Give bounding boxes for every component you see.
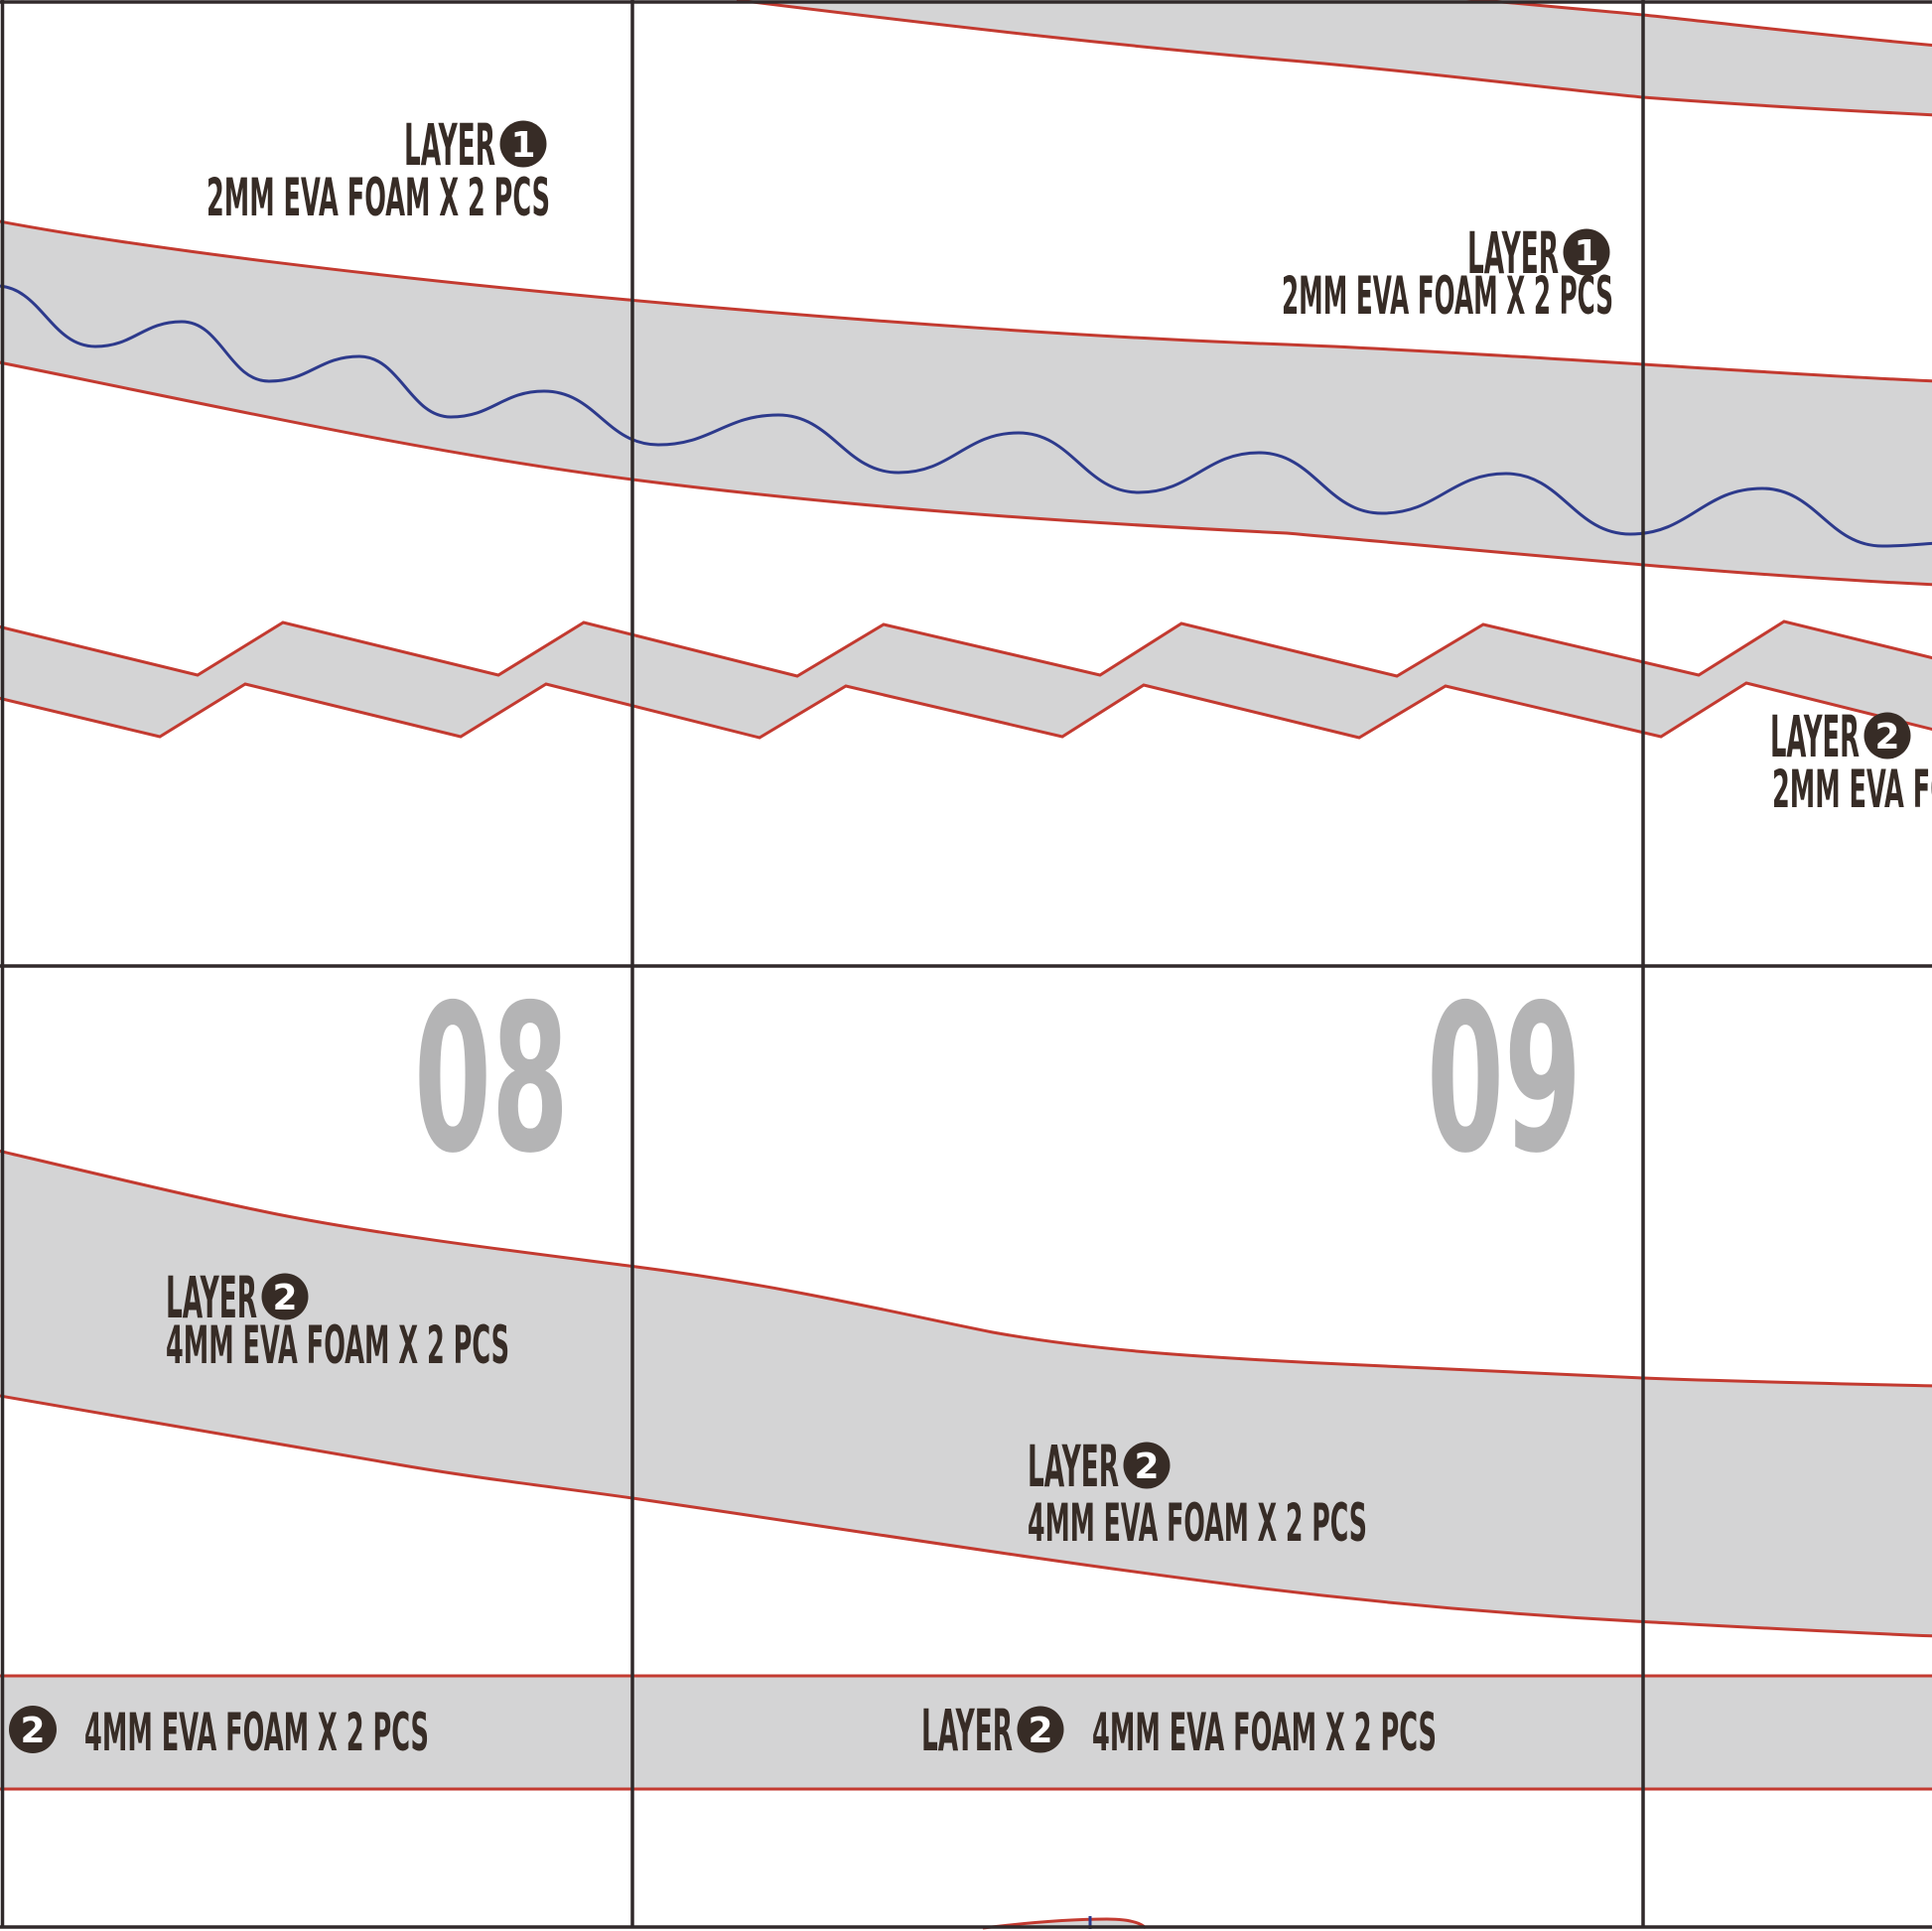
layer-number: 2	[272, 1278, 297, 1318]
layer-number: 1	[1574, 233, 1598, 274]
layer-number-badge	[261, 1273, 309, 1320]
cut-line	[1465, 0, 1932, 47]
layer-number-badge	[1563, 228, 1610, 276]
cut-line	[0, 681, 1932, 740]
layer-number: 2	[1874, 717, 1899, 758]
cut-line	[982, 1917, 1148, 1930]
foam-strip-layer2	[0, 1674, 1932, 1791]
label-title: LAYER	[1770, 703, 1860, 770]
label-title: LAYER	[166, 1264, 257, 1331]
layer-number-badge	[9, 1706, 57, 1753]
layer-number: 2	[20, 1711, 45, 1751]
layer-number: 1	[510, 125, 535, 166]
label-spec: 4MM EVA FOAM X 2 PCS	[166, 1315, 509, 1376]
label-layer2-page09: LAYER 2 4MM EVA FOAM X 2 PCS	[1028, 1433, 1367, 1554]
layer-number: 2	[1134, 1447, 1159, 1487]
label-title: LAYER	[1028, 1433, 1119, 1500]
cut-line	[0, 219, 1932, 383]
foam-band-top-right	[736, 0, 1932, 117]
foam-band-zigzag	[0, 620, 1932, 740]
page-number-09: 09	[1427, 962, 1582, 1198]
cut-line	[736, 0, 1932, 117]
layer-number: 2	[1028, 1711, 1052, 1751]
wavy-seam-line	[0, 284, 1932, 548]
layer-number-badge	[499, 120, 547, 168]
foam-band-layer2-fill	[0, 1151, 1932, 1636]
label-title: LAYER	[921, 1697, 1013, 1764]
label-layer1-page08: LAYER 1 2MM EVA FOAM X 2 PCS	[207, 111, 550, 228]
label-strip-center: LAYER 2 4MM EVA FOAM X 2 PCS	[921, 1697, 1437, 1764]
layer-number-badge	[1863, 712, 1911, 759]
foam-strip-fill	[0, 1676, 1932, 1789]
cut-line	[0, 1394, 1932, 1638]
label-title: LAYER	[404, 111, 495, 179]
label-strip-left: 2 4MM EVA FOAM X 2 PCS	[9, 1703, 429, 1763]
label-layer2-right-edge: LAYER 2 2MM EVA FOAM X 2 PCS	[1770, 703, 1932, 820]
foam-band-zigzag-fill	[0, 621, 1932, 738]
label-spec: 2MM EVA FOAM X 2 PCS	[1282, 266, 1613, 327]
label-spec: 2MM EVA FOAM X 2 PCS	[207, 168, 550, 228]
cut-line	[0, 360, 1932, 587]
layer-number-badge	[1017, 1706, 1064, 1753]
layer-number-badge	[1123, 1442, 1171, 1489]
foam-band-top-right-fill	[737, 0, 1932, 115]
label-title: LAYER	[1467, 219, 1559, 287]
foam-band-layer1-fill	[0, 221, 1932, 585]
label-spec: 4MM EVA FOAM X 2 PCS	[84, 1703, 429, 1763]
label-spec: 4MM EVA FOAM X 2 PCS	[1028, 1493, 1367, 1554]
page-number-08: 08	[414, 962, 569, 1198]
label-spec: 4MM EVA FOAM X 2 PCS	[1092, 1703, 1437, 1763]
label-layer1-page09: LAYER 1 2MM EVA FOAM X 2 PCS	[1282, 219, 1613, 327]
label-layer2-page08: LAYER 2 4MM EVA FOAM X 2 PCS	[166, 1264, 509, 1376]
label-spec: 2MM EVA FOAM X 2 PCS	[1772, 759, 1932, 820]
foam-band-layer1	[0, 219, 1932, 587]
cut-line	[0, 620, 1932, 678]
